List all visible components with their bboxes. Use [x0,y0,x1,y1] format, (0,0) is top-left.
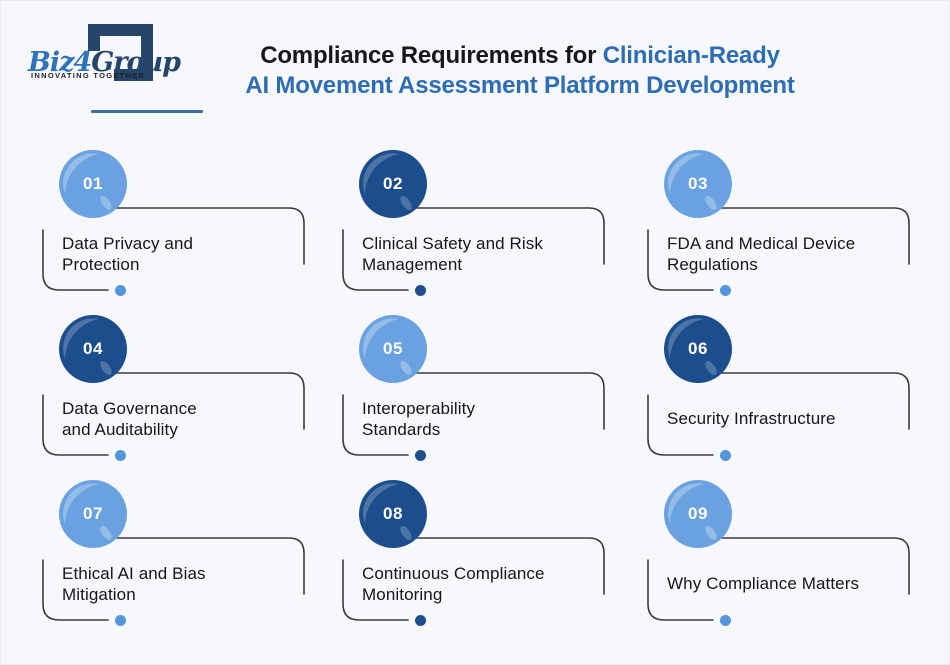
circle-gloss-icon [63,318,112,375]
title-underline [91,110,203,114]
circle-gloss-icon [668,318,717,375]
title-line2: AI Movement Assessment Platform Developm… [245,72,795,100]
step-number: 09 [688,504,708,523]
connector-bracket [647,537,910,621]
logo-word-group: Group [91,47,181,78]
circle-gloss-icon [363,318,412,375]
compliance-item-07: 07 Ethical AI and Bias Mitigation [42,476,307,636]
step-number: 04 [83,339,103,358]
compliance-item-09: 09 Why Compliance Matters [647,476,912,636]
circle-gloss-icon [63,153,112,210]
connector-bracket [42,207,305,291]
end-dot [415,285,426,296]
logo-word-4: 4 [73,47,92,78]
end-dot [720,615,731,626]
step-label: Interoperability Standards [362,398,476,439]
step-number: 08 [383,504,403,523]
end-dot [115,285,126,296]
header: Compliance Requirements for Clinician-Re… [1,41,949,114]
step-number: 06 [688,339,708,358]
connector-bracket [647,207,910,291]
logo-tagline: INNOVATING TOGETHER [31,71,146,80]
step-label: Data Governance and Auditability [62,398,197,439]
logo-word-biz: Biz [28,47,74,78]
step-number-circle: 07 [59,480,127,548]
compliance-item-03: 03 FDA and Medical Device Regulations [647,146,912,306]
circle-gloss-icon [668,483,717,540]
step-label: Data Privacy and Protection [62,233,194,274]
logo-wordmark: Biz4Group [28,47,188,78]
page-title: Compliance Requirements for Clinician-Re… [245,41,795,101]
step-number-circle: 01 [59,150,127,218]
step-number: 02 [383,174,403,193]
connector-bracket [342,207,605,291]
circle-gloss-icon [63,483,112,540]
step-number-circle: 05 [359,315,427,383]
end-dot [720,285,731,296]
step-number: 01 [83,174,103,193]
connector-bracket [342,372,605,456]
compliance-item-05: 05 Interoperability Standards [342,311,607,471]
step-number-circle: 04 [59,315,127,383]
step-label: Ethical AI and Bias Mitigation [62,563,206,604]
step-number: 03 [688,174,708,193]
step-label: Why Compliance Matters [667,574,860,594]
step-number-circle: 03 [664,150,732,218]
step-number-circle: 02 [359,150,427,218]
step-label: FDA and Medical Device Regulations [667,233,856,274]
compliance-item-06: 06 Security Infrastructure [647,311,912,471]
end-dot [115,450,126,461]
title-blue-part: Clinician-Ready [602,42,780,69]
step-number: 07 [83,504,103,523]
step-label: Clinical Safety and Risk Management [362,233,543,274]
circle-gloss-icon [363,153,412,210]
circle-gloss-icon [668,153,717,210]
compliance-item-01: 01 Data Privacy and Protection [42,146,307,306]
connector-bracket [42,372,305,456]
compliance-item-08: 08 Continuous Compliance Monitoring [342,476,607,636]
step-label: Security Infrastructure [667,409,836,429]
end-dot [415,615,426,626]
step-number-circle: 09 [664,480,732,548]
logo-frame-icon [88,24,153,81]
connector-bracket [342,537,605,621]
circle-gloss-icon [363,483,412,540]
title-black-part: Compliance Requirements for [260,42,603,69]
compliance-item-02: 02 Clinical Safety and Risk Management [342,146,607,306]
connector-bracket [42,537,305,621]
step-number-circle: 06 [664,315,732,383]
end-dot [415,450,426,461]
biz4group-logo: Biz4Group INNOVATING TOGETHER [28,21,181,91]
connector-bracket [647,372,910,456]
compliance-item-04: 04 Data Governance and Auditability [42,311,307,471]
step-number: 05 [383,339,403,358]
step-label: Continuous Compliance Monitoring [362,563,545,604]
end-dot [115,615,126,626]
end-dot [720,450,731,461]
step-number-circle: 08 [359,480,427,548]
